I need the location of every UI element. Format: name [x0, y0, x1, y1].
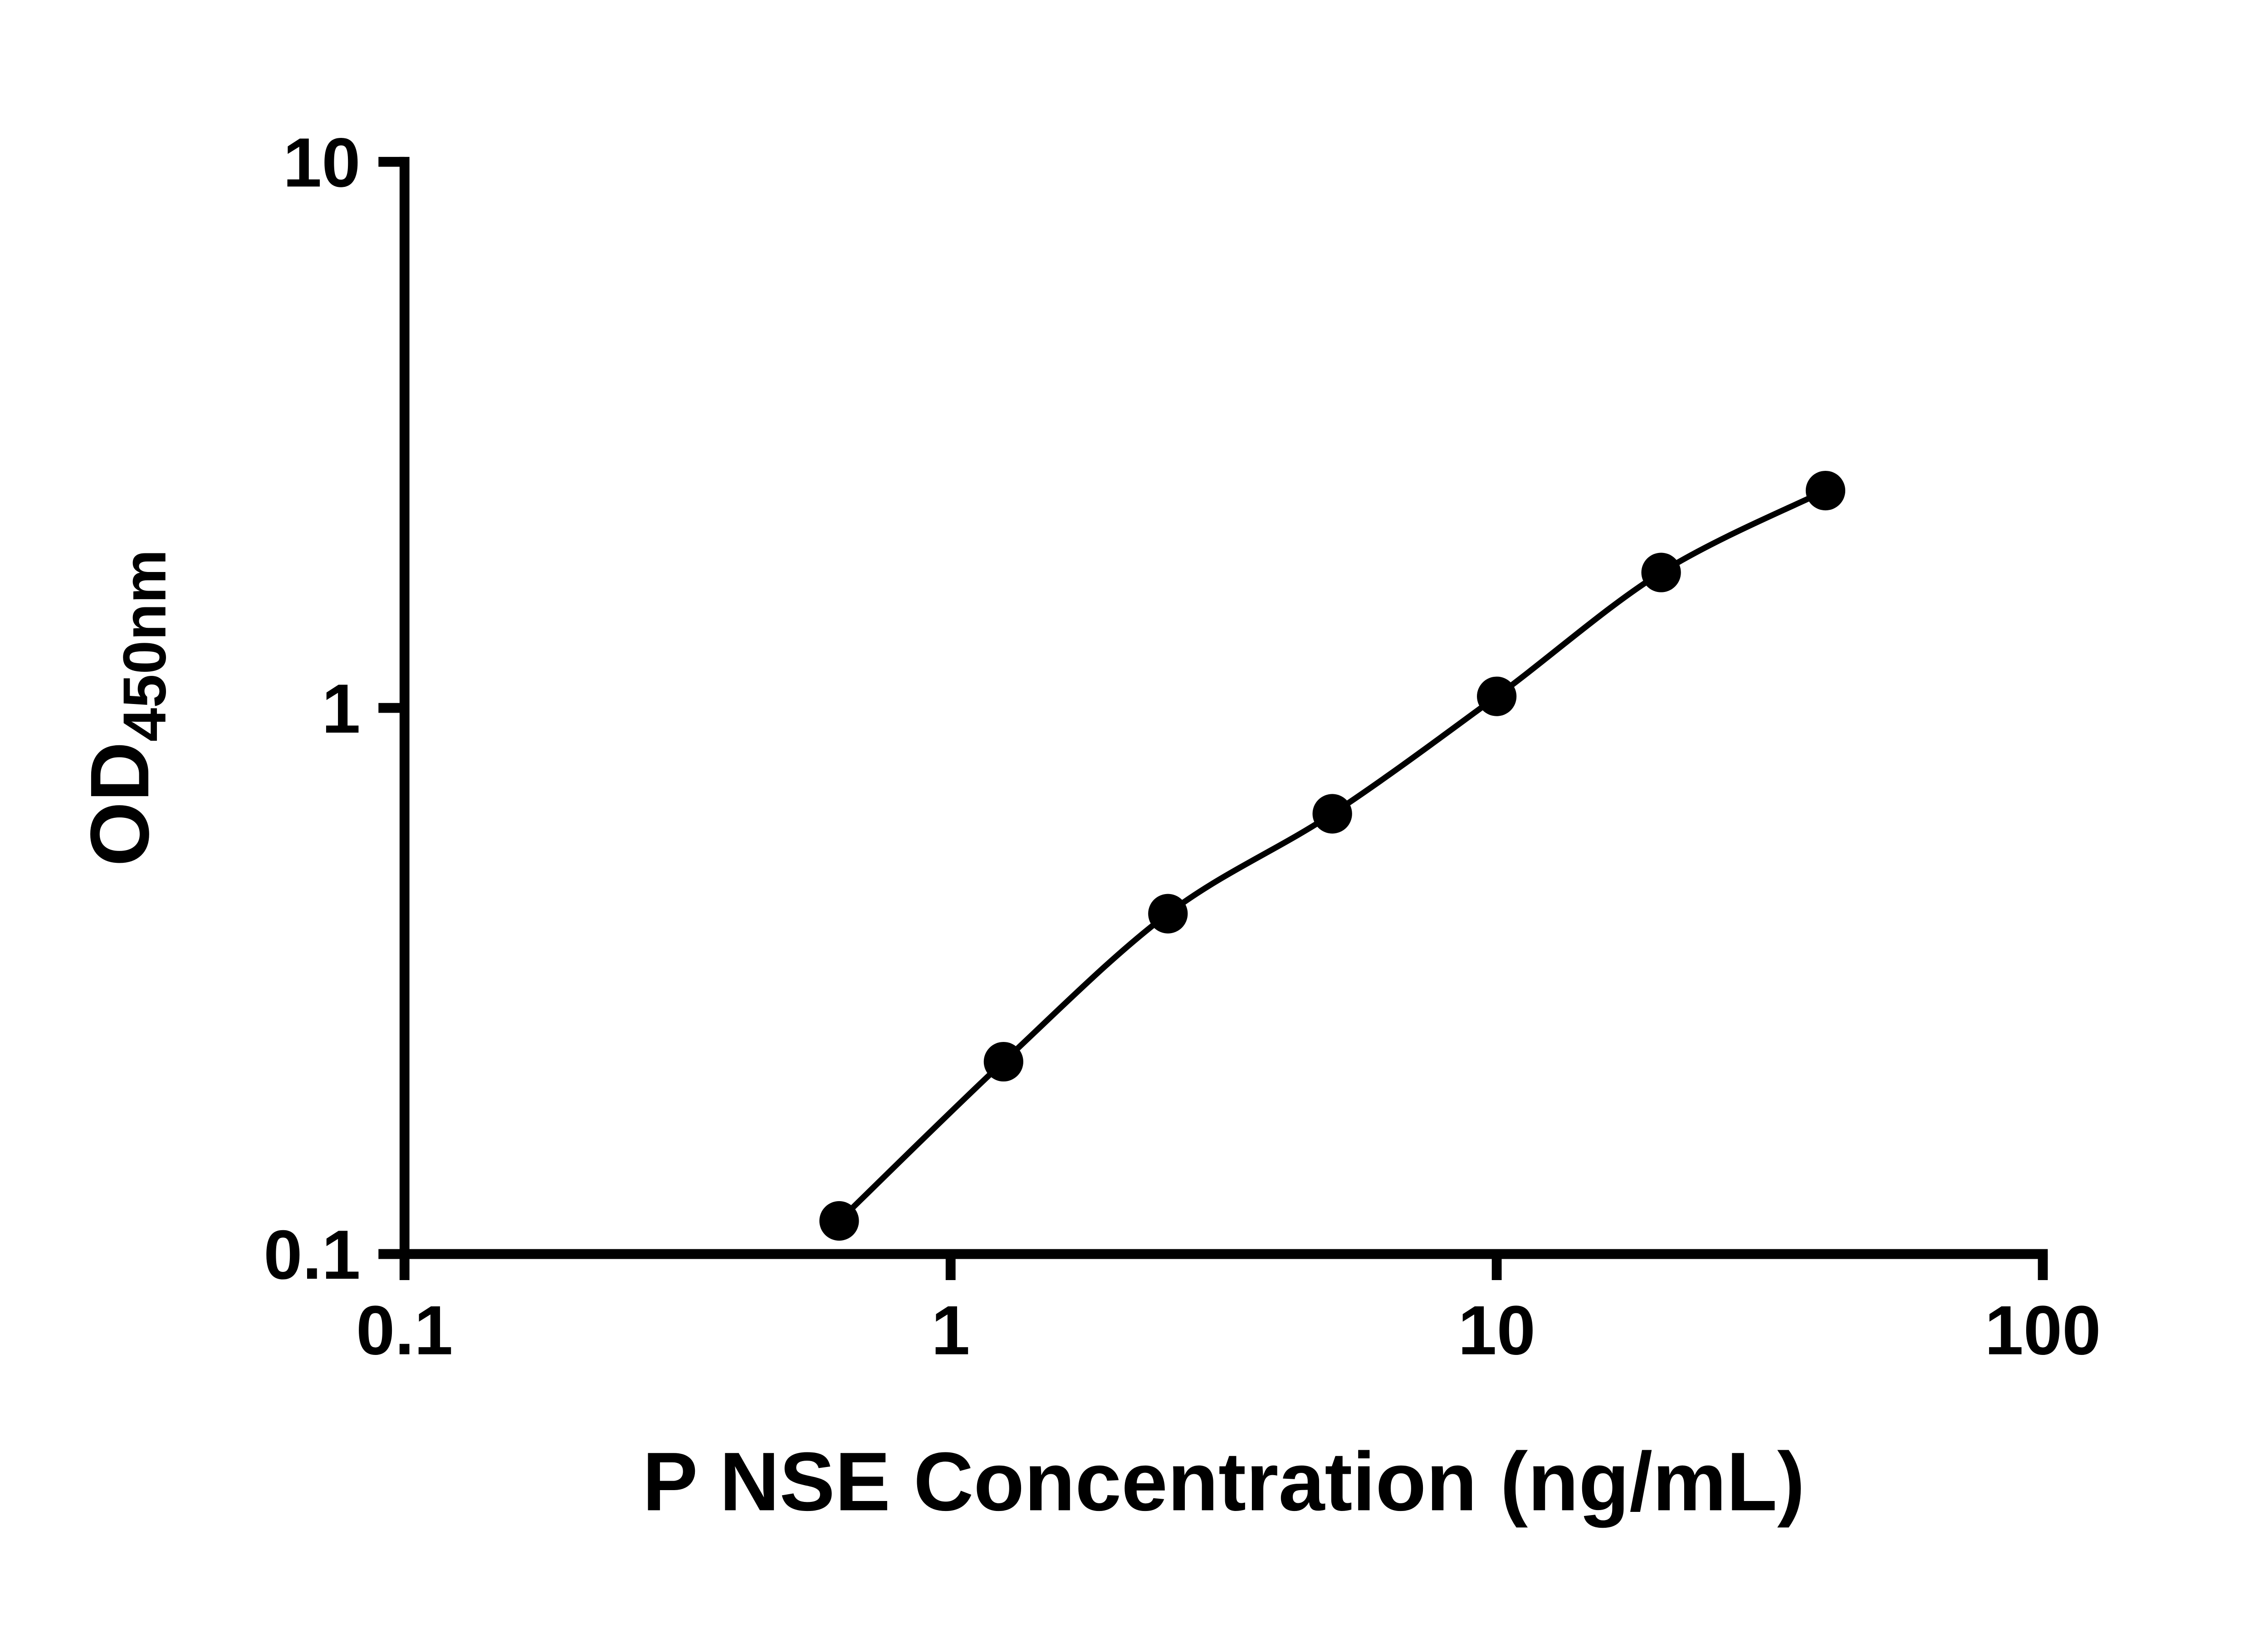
- y-axis-title: OD450nm: [73, 549, 179, 866]
- y-tick-label: 0.1: [264, 1216, 361, 1294]
- standard-curve-line: [837, 488, 1827, 1223]
- data-point: [819, 1201, 859, 1241]
- x-tick-label: 1: [931, 1291, 970, 1369]
- data-point: [1148, 894, 1188, 934]
- x-tick-label: 0.1: [356, 1291, 453, 1369]
- data-point: [1641, 552, 1681, 592]
- x-axis-title: P NSE Concentration (ng/mL): [642, 1435, 1805, 1528]
- y-tick-label: 1: [322, 670, 360, 748]
- data-point: [1312, 794, 1352, 834]
- x-tick-label: 10: [1458, 1291, 1535, 1369]
- data-point: [1477, 676, 1517, 716]
- x-tick-label: 100: [1984, 1291, 2101, 1369]
- y-tick-label: 10: [283, 123, 361, 201]
- data-point: [983, 1041, 1023, 1082]
- data-point: [1805, 470, 1846, 511]
